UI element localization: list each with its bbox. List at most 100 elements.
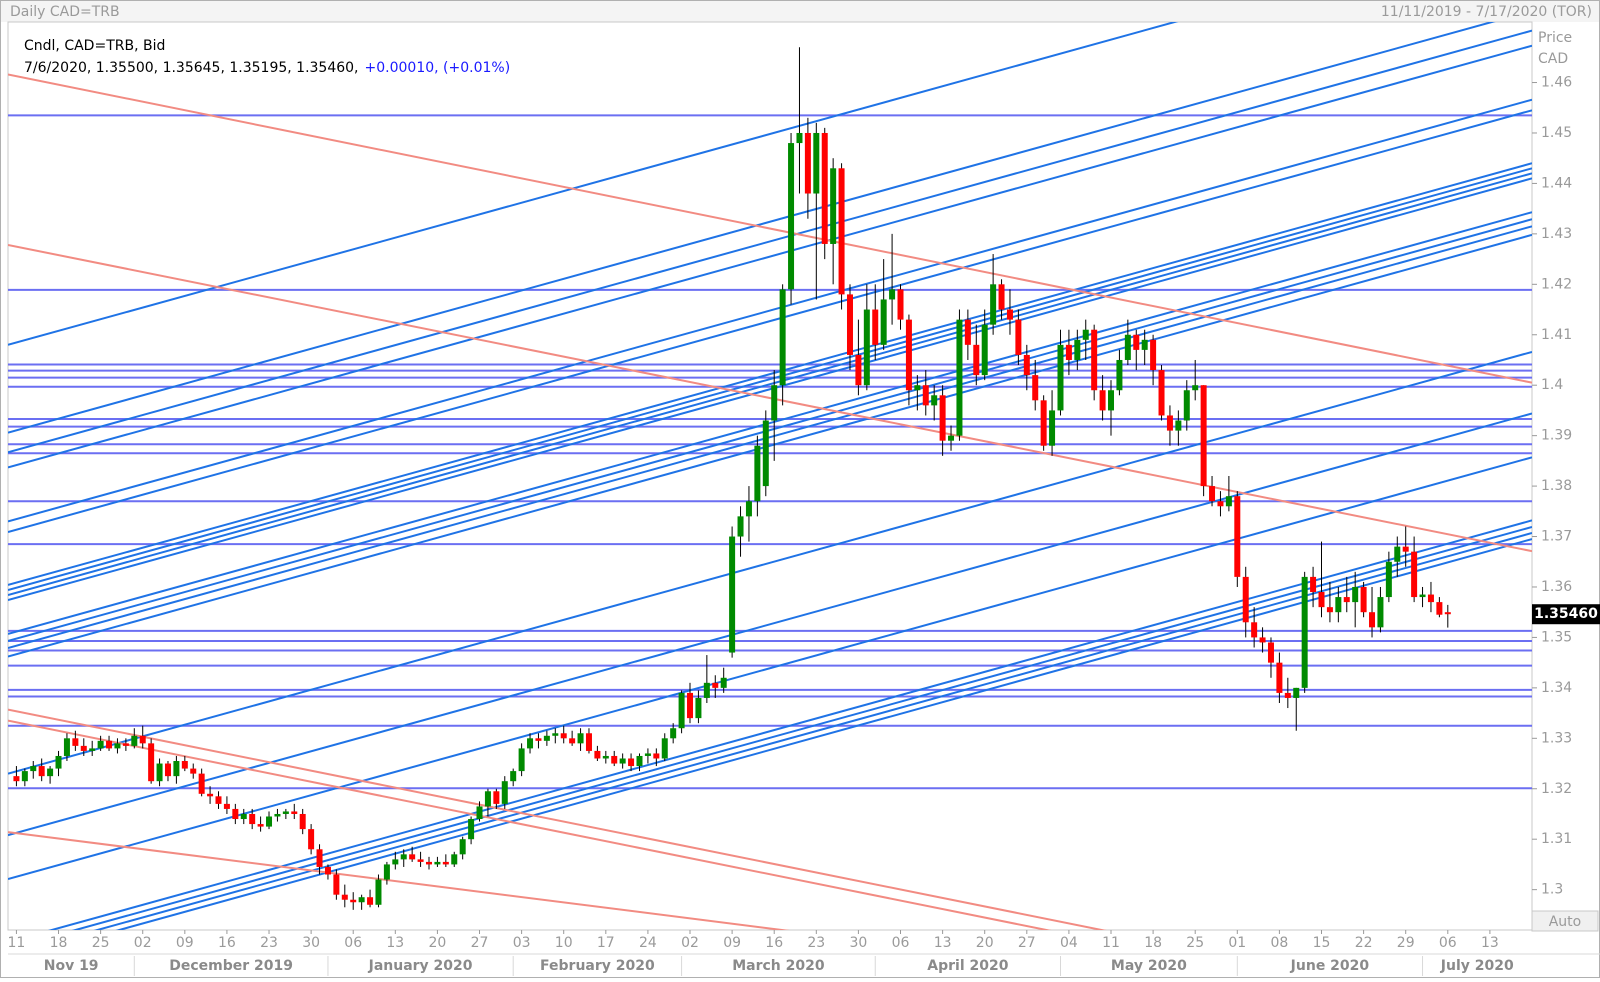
trend-line bbox=[115, 538, 1532, 930]
candle-body bbox=[434, 861, 441, 865]
trend-line bbox=[8, 167, 1532, 591]
candle-body bbox=[821, 132, 828, 244]
candle-body bbox=[1335, 597, 1342, 613]
x-tick-label: 10 bbox=[555, 935, 573, 951]
last-price-label: 1.35460 bbox=[1534, 606, 1598, 622]
y-tick-label: 1.31 bbox=[1541, 831, 1572, 847]
auto-label[interactable]: Auto bbox=[1549, 914, 1582, 930]
month-label: Nov 19 bbox=[44, 958, 99, 974]
candle-body bbox=[1225, 496, 1232, 507]
resistance-line bbox=[8, 708, 1107, 930]
candle-body bbox=[670, 728, 677, 739]
x-tick-label: 06 bbox=[892, 935, 910, 951]
candle-body bbox=[425, 861, 432, 865]
trend-line bbox=[8, 233, 1532, 658]
candle-body bbox=[1444, 612, 1451, 615]
candle-body bbox=[1411, 551, 1418, 598]
candle-body bbox=[577, 733, 584, 744]
candle-body bbox=[1091, 329, 1098, 391]
candle-body bbox=[636, 755, 643, 767]
y-tick-label: 1.33 bbox=[1541, 730, 1572, 746]
candle-body bbox=[956, 319, 963, 436]
x-tick-label: 03 bbox=[513, 935, 531, 951]
x-tick-label: 09 bbox=[723, 935, 741, 951]
candle-body bbox=[737, 516, 744, 537]
candle-body bbox=[796, 132, 803, 144]
y-tick-label: 1.36 bbox=[1541, 579, 1572, 595]
candle-body bbox=[459, 839, 466, 855]
trend-line bbox=[71, 525, 1532, 930]
candle-body bbox=[468, 819, 475, 840]
auto-button[interactable] bbox=[1531, 910, 1599, 932]
candle-body bbox=[754, 445, 761, 502]
candle-body bbox=[1318, 592, 1325, 608]
x-tick-label: 27 bbox=[1018, 935, 1036, 951]
x-tick-label: 15 bbox=[1313, 935, 1331, 951]
candle-body bbox=[712, 682, 719, 688]
trend-line bbox=[8, 109, 1532, 533]
x-tick-label: 02 bbox=[681, 935, 699, 951]
resistance-line bbox=[8, 73, 1532, 384]
candle-body bbox=[922, 385, 929, 406]
candle-body bbox=[745, 501, 752, 517]
candle-body bbox=[1284, 692, 1291, 698]
candle-body bbox=[72, 738, 79, 746]
candle-body bbox=[266, 816, 273, 827]
x-tick-label: 09 bbox=[176, 935, 194, 951]
candle-body bbox=[1427, 594, 1434, 603]
x-tick-label: 29 bbox=[1397, 935, 1415, 951]
trend-line bbox=[8, 456, 1532, 881]
x-tick-label: 16 bbox=[765, 935, 783, 951]
candle-body bbox=[442, 861, 449, 865]
candle-body bbox=[611, 755, 618, 764]
candle-body bbox=[1276, 662, 1283, 693]
candle-body bbox=[367, 897, 374, 905]
y-tick-label: 1.39 bbox=[1541, 428, 1572, 444]
trend-line bbox=[8, 211, 1532, 635]
candle-body bbox=[215, 796, 222, 804]
x-tick-label: 11 bbox=[1102, 935, 1120, 951]
candle-body bbox=[678, 692, 685, 729]
candle-body bbox=[207, 793, 214, 797]
candle-body bbox=[1082, 329, 1089, 340]
trend-line bbox=[8, 218, 1532, 642]
trend-line bbox=[8, 177, 1532, 602]
candle-body bbox=[97, 740, 104, 749]
candle-body bbox=[1301, 576, 1308, 688]
trend-line bbox=[8, 350, 1532, 775]
x-tick-label: 30 bbox=[849, 935, 867, 951]
candle-body bbox=[375, 879, 382, 905]
candle-body bbox=[535, 738, 542, 741]
candle-body bbox=[341, 894, 348, 900]
candle-body bbox=[476, 806, 483, 820]
candle-body bbox=[249, 813, 256, 825]
candle-body bbox=[1352, 586, 1359, 603]
x-tick-label: 13 bbox=[934, 935, 952, 951]
month-label: April 2020 bbox=[927, 958, 1008, 974]
candle-body bbox=[274, 813, 281, 817]
candle-body bbox=[1385, 561, 1392, 598]
x-tick-label: 13 bbox=[1481, 935, 1499, 951]
candle-body bbox=[1049, 410, 1056, 446]
month-label: March 2020 bbox=[732, 958, 825, 974]
x-tick-label: 13 bbox=[386, 935, 404, 951]
month-label: February 2020 bbox=[540, 958, 655, 974]
candle-body bbox=[232, 808, 239, 820]
candle-body bbox=[1150, 339, 1157, 371]
resistance-line bbox=[8, 243, 1532, 553]
candle-body bbox=[1166, 415, 1173, 431]
y-tick-label: 1.34 bbox=[1541, 680, 1572, 696]
candle-body bbox=[1183, 390, 1190, 421]
candle-body bbox=[173, 761, 180, 777]
candle-body bbox=[518, 748, 525, 772]
candle-body bbox=[628, 758, 635, 767]
candle-body bbox=[1006, 309, 1013, 320]
x-tick-label: 23 bbox=[260, 935, 278, 951]
candle-body bbox=[400, 854, 407, 860]
resistance-line bbox=[8, 831, 790, 930]
candle-body bbox=[905, 319, 912, 391]
candle-body bbox=[324, 866, 331, 875]
x-tick-label: 06 bbox=[1439, 935, 1457, 951]
candle-body bbox=[687, 692, 694, 719]
x-tick-label: 23 bbox=[807, 935, 825, 951]
